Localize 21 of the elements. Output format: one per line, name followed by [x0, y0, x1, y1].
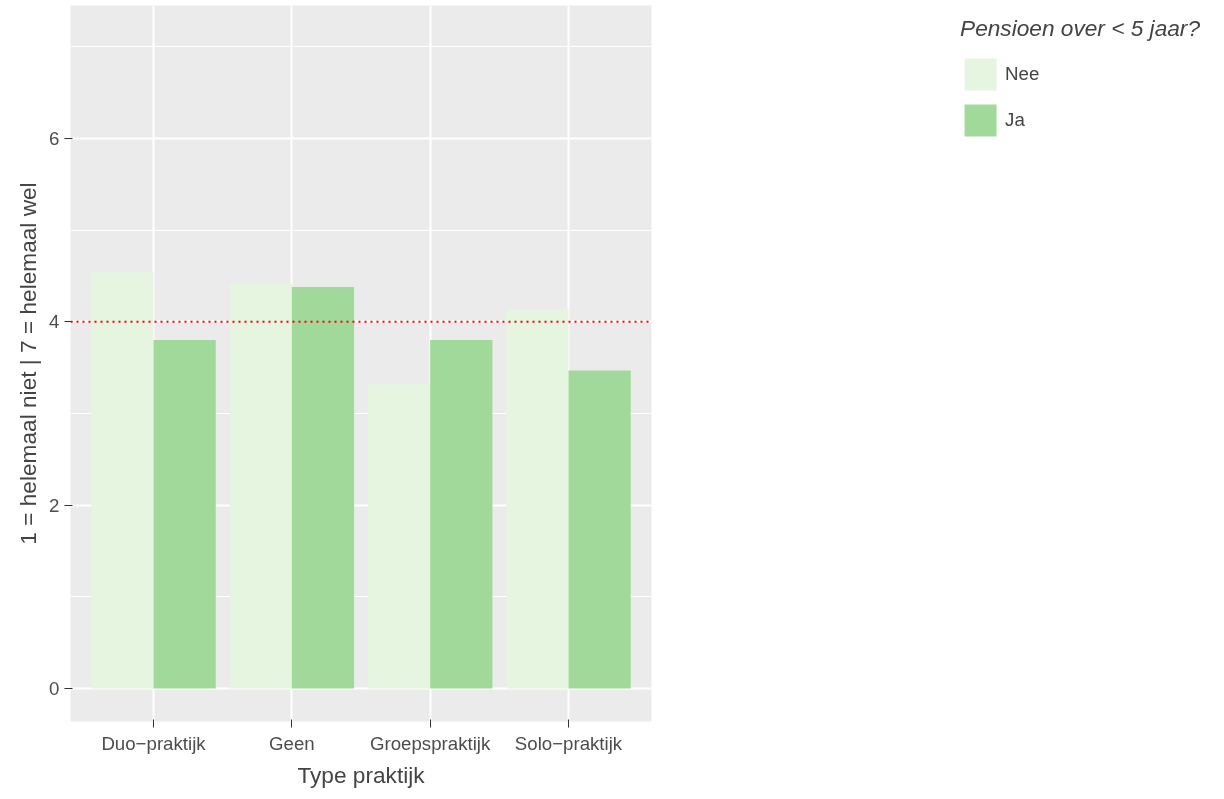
legend-title: Pensioen over < 5 jaar? [960, 15, 1200, 42]
legend-label: Nee [1005, 63, 1040, 85]
y-tick-label: 4 [49, 311, 60, 333]
bar [430, 340, 493, 689]
x-tick-label: Geen [269, 732, 315, 754]
x-axis-title: Type praktijk [297, 761, 426, 788]
bar [153, 340, 216, 689]
bar [568, 370, 631, 689]
y-tick-label: 2 [49, 494, 60, 516]
x-tick-label: Duo−praktijk [101, 732, 207, 754]
bar [367, 384, 431, 689]
bar [506, 308, 569, 689]
y-tick-label: 6 [49, 127, 60, 149]
x-tick-label: Groepspraktijk [370, 732, 491, 754]
bar [91, 272, 154, 689]
legend-label: Ja [1005, 109, 1026, 131]
y-axis-title: 1 = helemaal niet | 7 = helemaal wel [15, 182, 42, 545]
bar [229, 283, 292, 689]
x-tick-label: Solo−praktijk [514, 732, 623, 754]
bar [291, 286, 355, 689]
y-tick-label: 0 [49, 678, 60, 699]
